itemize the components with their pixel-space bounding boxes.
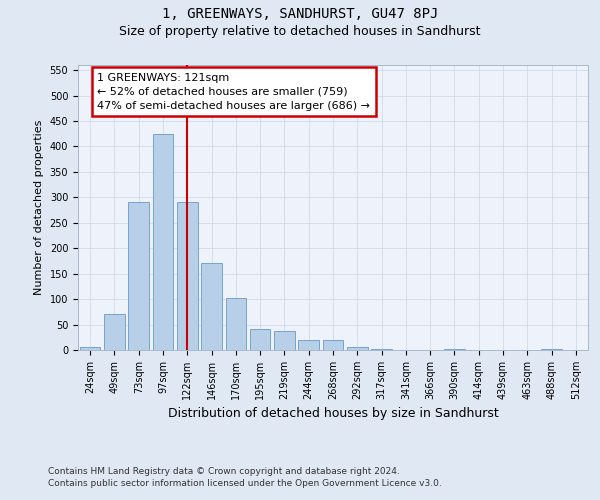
Bar xyxy=(177,202,197,350)
Bar xyxy=(250,328,271,350)
Bar xyxy=(274,330,295,350)
Bar xyxy=(80,348,100,350)
Bar xyxy=(541,349,562,350)
Bar xyxy=(444,349,465,350)
Bar xyxy=(226,298,246,350)
Text: Size of property relative to detached houses in Sandhurst: Size of property relative to detached ho… xyxy=(119,25,481,38)
Bar xyxy=(152,134,173,350)
Bar xyxy=(201,264,222,350)
Bar xyxy=(323,340,343,350)
Y-axis label: Number of detached properties: Number of detached properties xyxy=(34,120,44,295)
Text: Distribution of detached houses by size in Sandhurst: Distribution of detached houses by size … xyxy=(167,408,499,420)
Text: Contains public sector information licensed under the Open Government Licence v3: Contains public sector information licen… xyxy=(48,479,442,488)
Bar xyxy=(371,349,392,350)
Bar xyxy=(347,348,368,350)
Bar xyxy=(128,202,149,350)
Text: 1, GREENWAYS, SANDHURST, GU47 8PJ: 1, GREENWAYS, SANDHURST, GU47 8PJ xyxy=(162,8,438,22)
Bar xyxy=(104,314,125,350)
Bar xyxy=(298,340,319,350)
Text: Contains HM Land Registry data © Crown copyright and database right 2024.: Contains HM Land Registry data © Crown c… xyxy=(48,468,400,476)
Text: 1 GREENWAYS: 121sqm
← 52% of detached houses are smaller (759)
47% of semi-detac: 1 GREENWAYS: 121sqm ← 52% of detached ho… xyxy=(97,72,370,110)
